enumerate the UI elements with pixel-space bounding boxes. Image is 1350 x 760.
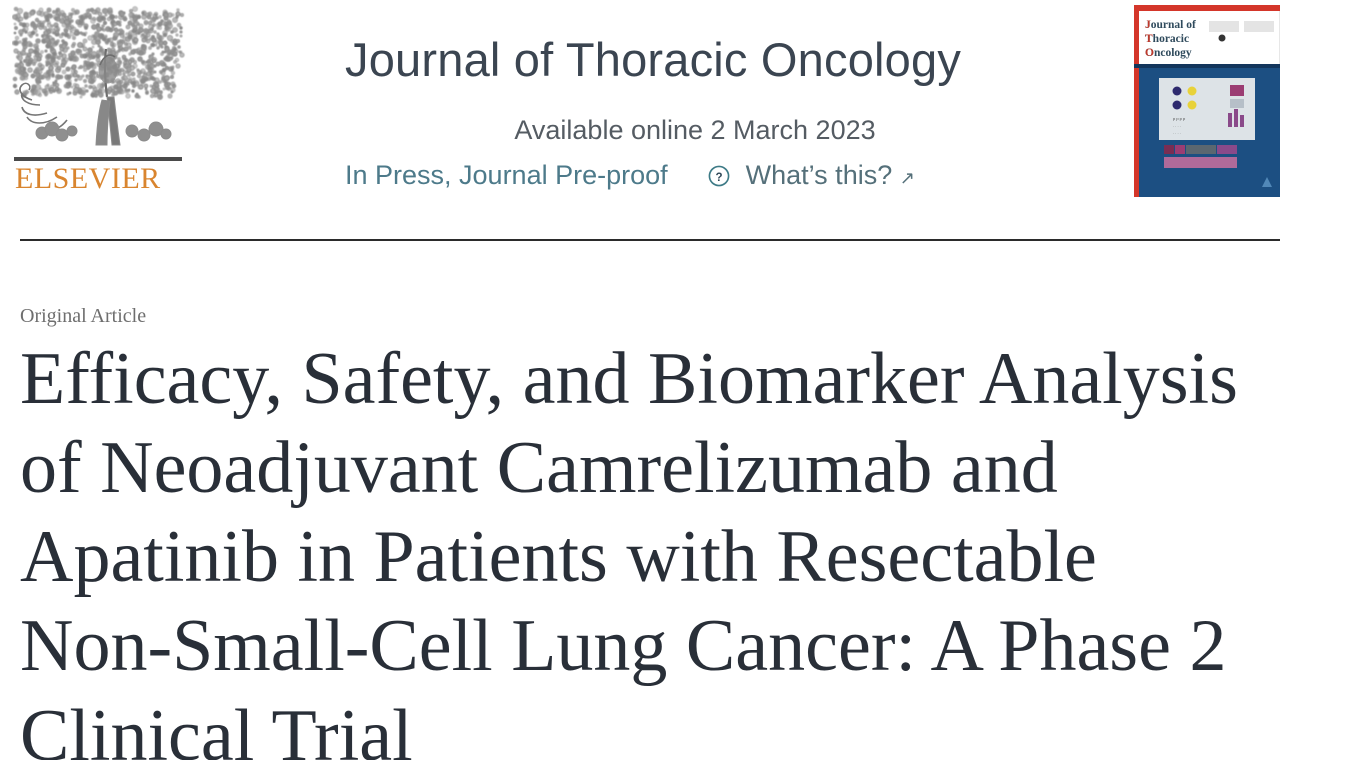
svg-text:. . . .: . . . .	[1173, 123, 1181, 128]
svg-text:O: O	[1145, 47, 1154, 59]
svg-text:. . . .: . . . .	[1173, 130, 1181, 135]
svg-text:T: T	[1145, 33, 1153, 45]
svg-text:J: J	[1145, 19, 1151, 31]
svg-text:ELSEVIER: ELSEVIER	[15, 162, 161, 195]
svg-text:?: ?	[715, 171, 722, 183]
svg-text:p p p p: p p p p	[1173, 116, 1186, 121]
svg-text:Journal of: Journal of	[1145, 19, 1196, 31]
